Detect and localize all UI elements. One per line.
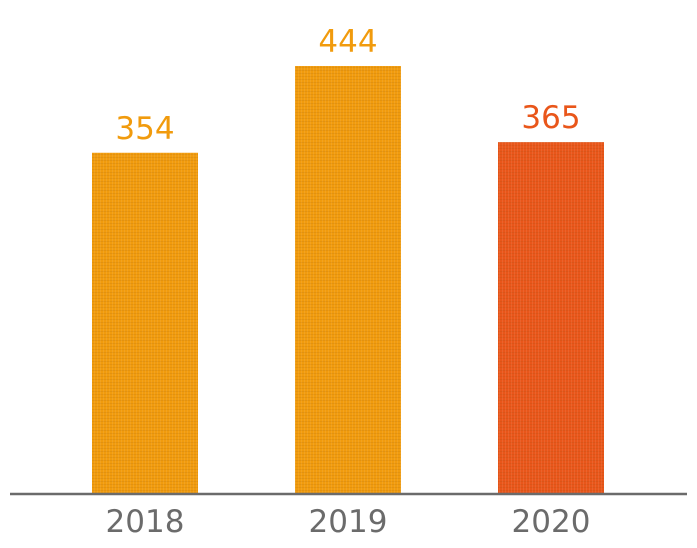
bar-texture-2019: [295, 66, 401, 494]
data-label-2019: 444: [318, 24, 377, 60]
x-tick-labels-layer: 2018 2019 2020: [106, 504, 591, 540]
x-tick-label-2019: 2019: [309, 504, 388, 540]
data-label-2018: 354: [115, 111, 174, 147]
bar-texture-2020: [498, 142, 604, 495]
x-tick-label-2018: 2018: [106, 504, 185, 540]
value-labels-layer: 354 444 365: [115, 24, 580, 147]
bar-texture-2018: [92, 152, 198, 494]
bars-layer: [92, 66, 604, 495]
x-tick-label-2020: 2020: [512, 504, 591, 540]
data-label-2020: 365: [521, 100, 580, 136]
